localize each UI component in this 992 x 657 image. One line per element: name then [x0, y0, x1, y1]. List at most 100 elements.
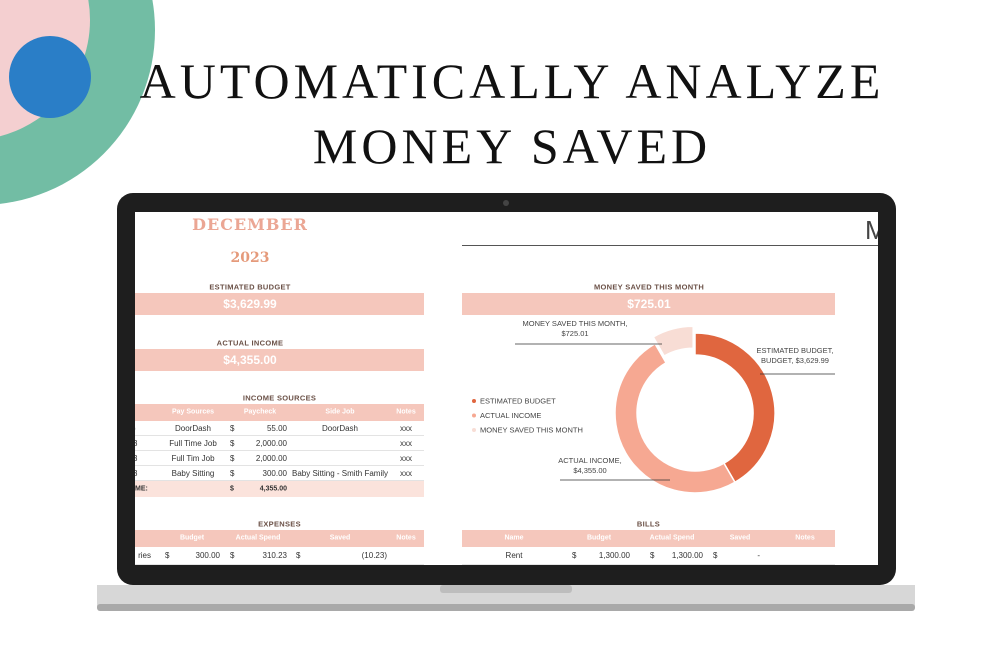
legend-swatch	[472, 399, 476, 403]
table-row	[135, 421, 424, 436]
cell-text: 55.00	[266, 423, 287, 433]
cell-text: $	[230, 438, 235, 448]
cell-text: ME:	[135, 485, 148, 493]
value: $725.01	[627, 297, 671, 311]
cell-text: 310.23	[262, 551, 287, 560]
value: $4,355.00	[223, 353, 277, 367]
legend-label: MONEY SAVED THIS MONTH	[480, 426, 583, 435]
heading: M	[865, 215, 878, 245]
cell-text: $	[572, 551, 577, 560]
table-title: BILLS	[636, 519, 661, 529]
table-header	[135, 530, 424, 547]
blue-dot	[9, 36, 91, 118]
table-header	[462, 530, 835, 547]
legend-label: ESTIMATED BUDGET	[480, 397, 556, 406]
table-row	[135, 466, 424, 481]
cell-text: Baby Sitting - Smith Family	[291, 468, 389, 478]
cell-text: xxx	[400, 468, 412, 478]
month: DECEMBER	[192, 215, 308, 234]
legend-swatch	[472, 428, 476, 432]
cell-text: xxx	[400, 453, 412, 463]
cell-text: $	[165, 551, 170, 560]
donut-segment	[694, 332, 776, 484]
value-band	[135, 349, 424, 371]
label: ESTIMATED BUDGET	[209, 282, 291, 292]
cell-text: 2,000.00	[255, 438, 287, 448]
annotation: ESTIMATED BUDGET,	[757, 346, 834, 355]
legend-swatch	[472, 413, 476, 418]
donut-segment	[652, 325, 694, 358]
column-header: Name	[504, 534, 524, 542]
column-header: Actual Spend	[235, 534, 281, 542]
donut-segment	[614, 342, 736, 494]
cell-text: 3	[135, 438, 138, 448]
table-header	[135, 404, 424, 421]
column-header: Paycheck	[243, 408, 277, 416]
label: MONEY SAVED THIS MONTH	[593, 282, 705, 292]
annotation: BUDGET, $3,629.99	[761, 356, 829, 365]
total-row	[135, 481, 424, 497]
value-band	[462, 293, 835, 315]
cell-text: (10.23)	[361, 551, 387, 560]
cell-text: Baby Sitting	[171, 468, 215, 478]
cell-text: xxx	[400, 438, 412, 448]
column-header: Side Job	[325, 408, 355, 416]
column-header: Notes	[396, 408, 416, 416]
cell-text: Rent	[505, 551, 523, 560]
annotation: MONEY SAVED THIS MONTH,	[522, 319, 627, 328]
camera	[503, 200, 509, 206]
column-header: Saved	[729, 534, 751, 542]
cell-text: xxx	[400, 423, 412, 433]
cell-text: DoorDash	[321, 423, 359, 433]
legend-label: ACTUAL INCOME	[480, 411, 541, 420]
cell-text: $	[230, 423, 235, 433]
spreadsheet: ESTIMATED BUDGET ACTUAL INCOME MONEY SAVED…	[135, 212, 878, 565]
headline: AUTOMATICALLY ANALYZE	[139, 53, 885, 109]
table-title: INCOME SOURCES	[242, 393, 317, 403]
cell-text: )	[135, 424, 136, 433]
annotation: ACTUAL INCOME,	[558, 456, 621, 465]
cell-text: $	[296, 551, 301, 560]
cell-text: 2,000.00	[255, 453, 287, 463]
laptop-base	[97, 585, 915, 607]
donut-chart: ESTIMATED BUDGET ACTUAL INCOME MONEY SAVED…	[472, 319, 835, 494]
year: 2023	[230, 250, 270, 266]
column-header: Notes	[396, 534, 416, 542]
laptop-base-edge	[97, 604, 915, 611]
cell-text: 1,300.00	[598, 551, 630, 560]
column-header: Pay Sources	[171, 408, 215, 416]
laptop-notch	[440, 585, 572, 593]
cell-text: 300.00	[195, 551, 220, 560]
table-row	[135, 451, 424, 466]
table-title: EXPENSES	[258, 519, 301, 529]
column-header: Notes	[795, 534, 815, 542]
cell-text: $	[230, 551, 235, 560]
cell-text: Full Tim Job	[171, 453, 215, 463]
cell-text: 4,355.00	[259, 485, 287, 493]
cell-text: ries	[138, 551, 151, 560]
cell-text: $	[650, 551, 655, 560]
table-row	[462, 547, 835, 565]
headline: MONEY SAVED	[312, 118, 712, 174]
divider	[462, 245, 878, 246]
cell-text: 1,300.00	[671, 551, 703, 560]
column-header: Budget	[179, 534, 205, 542]
annotation: $725.01	[561, 329, 588, 338]
value: $3,629.99	[223, 297, 277, 311]
column-header: Budget	[586, 534, 612, 542]
cell-text: $	[713, 551, 718, 560]
label: ACTUAL INCOME	[216, 338, 284, 348]
table-row	[135, 436, 424, 451]
cell-text: 3	[135, 453, 138, 463]
value-band	[135, 293, 424, 315]
column-header: Saved	[329, 534, 351, 542]
cell-text: -	[757, 551, 760, 560]
cell-text: $	[230, 468, 235, 478]
cell-text: Full Time Job	[169, 438, 217, 448]
cell-text: $	[230, 485, 234, 493]
column-header: Actual Spend	[649, 534, 695, 542]
cell-text: $	[230, 453, 235, 463]
cell-text: 3	[135, 468, 138, 478]
cell-text: DoorDash	[174, 423, 212, 433]
